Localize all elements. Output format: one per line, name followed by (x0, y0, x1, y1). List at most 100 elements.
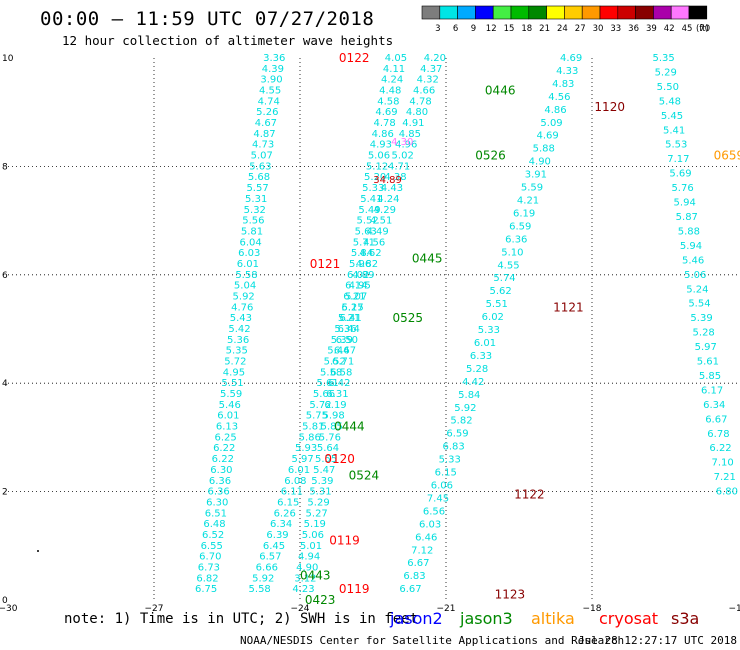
swh-value: 6.80 (716, 487, 738, 498)
swh-value: 5.50 (657, 82, 679, 93)
legend-bin-label: 33 (610, 24, 621, 34)
time-labels: 0122 0446 1120 0526 0659 0121 0445 1121 0525 0444… (300, 51, 740, 607)
legend-swatch (475, 5, 494, 20)
swh-value: 5.10 (501, 247, 523, 258)
swh-value: 6.83 (403, 571, 425, 582)
swh-value: 5.29 (307, 497, 329, 508)
swh-value: 4.38 (384, 172, 406, 183)
swh-value: 5.97 (695, 342, 717, 353)
swh-value: 5.85 (699, 371, 721, 382)
swh-value: 4.42 (462, 377, 484, 388)
swh-value: 6.70 (199, 552, 221, 563)
swh-value: 5.26 (256, 107, 278, 118)
swh-value: 5.58 (235, 270, 257, 281)
swh-value: 3.90 (260, 75, 282, 86)
swh-value: 5.47 (313, 465, 335, 476)
x-tick-label: −21 (437, 604, 456, 614)
legend-bin-label: 3 (435, 24, 440, 34)
swh-value: 5.84 (458, 390, 480, 401)
legend-swatch (457, 5, 476, 20)
swh-value: 6.34 (703, 400, 725, 411)
swh-value: 4.66 (413, 86, 435, 97)
swh-value: 5.28 (466, 364, 488, 375)
swh-value: 5.33 (439, 455, 461, 466)
swh-value-highlight: 4.30 (391, 137, 413, 148)
swh-value: 6.67 (399, 584, 421, 595)
swh-value: 6.83 (442, 442, 464, 453)
swh-value: 4.58 (377, 96, 399, 107)
swh-value: 5.58 (320, 367, 342, 378)
swh-value: 5.84 (351, 248, 373, 259)
swh-value: 5.72 (224, 357, 246, 368)
swh-value: 5.59 (521, 183, 543, 194)
swh-value: 5.35 (226, 346, 248, 357)
swh-value: 4.67 (255, 118, 277, 129)
swh-value: 4.86 (372, 129, 394, 140)
swh-value: 5.92 (454, 403, 476, 414)
swh-value: 4.96 (395, 140, 417, 151)
swh-value: 5.21 (338, 313, 360, 324)
swh-value-highlight: 34.89 (373, 175, 402, 186)
swh-value: 5.28 (693, 328, 715, 339)
swh-value: 4.69 (536, 131, 558, 142)
swh-value: 5.61 (697, 357, 719, 368)
mission-label-jason2: jason2 (390, 609, 443, 628)
swh-value: 4.90 (296, 562, 318, 573)
swh-value: 5.39 (311, 476, 333, 487)
swh-value: 5.27 (306, 508, 328, 519)
swh-value: 7.21 (714, 472, 736, 483)
swh-value: 6.55 (201, 541, 223, 552)
swh-value: 5.86 (299, 432, 321, 443)
mission-label-cryosat: cryosat (599, 609, 659, 628)
swh-value: 5.72 (309, 400, 331, 411)
swh-value: 5.87 (676, 212, 698, 223)
credit-text: NOAA/NESDIS Center for Satellite Applica… (240, 634, 625, 647)
y-tick-label: 2 (2, 488, 8, 498)
swh-value: 5.88 (678, 226, 700, 237)
swh-value: 4.76 (231, 302, 253, 313)
swh-value: 5.39 (690, 313, 712, 324)
swh-value: 5.49 (358, 205, 380, 216)
swh-value: 4.73 (252, 140, 274, 151)
swh-value: 6.71 (332, 357, 354, 368)
swh-value: 5.85 (321, 422, 343, 433)
swh-value: 5.63 (355, 226, 377, 237)
swh-value: 4.80 (406, 107, 428, 118)
swh-value: 4.49 (367, 226, 389, 237)
swh-value: 4.20 (424, 53, 446, 64)
swh-value: 4.51 (370, 216, 392, 227)
swh-value: 5.51 (221, 378, 243, 389)
swh-value: 5.31 (309, 487, 331, 498)
legend-bin-label: 42 (664, 24, 675, 34)
swh-value: 5.59 (220, 389, 242, 400)
pass-time-label: 0119 (329, 533, 360, 547)
legend-swatch (546, 5, 565, 20)
swh-value: 5.81 (241, 226, 263, 237)
swh-value: 5.62 (489, 286, 511, 297)
swh-value: 6.78 (707, 429, 729, 440)
swh-value: 4.95 (223, 367, 245, 378)
swh-value: 4.24 (377, 194, 399, 205)
swh-value: 6.45 (263, 541, 285, 552)
swh-value: 6.17 (701, 385, 723, 396)
legend-swatch (581, 5, 601, 20)
swh-value: 6.48 (203, 519, 225, 530)
swh-value: 5.02 (392, 151, 414, 162)
swh-value: 4.86 (544, 105, 566, 116)
swh-value: 6.59 (446, 429, 468, 440)
swh-value: 4.32 (417, 75, 439, 86)
swh-value: 6.06 (431, 481, 453, 492)
swh-value: 6.33 (470, 351, 492, 362)
swh-value: 4.89 (352, 270, 374, 281)
swh-value: 4.74 (258, 96, 280, 107)
swh-value: 6.15 (435, 468, 457, 479)
legend-bin-label: 21 (539, 24, 550, 34)
pass-time-label: 0121 (310, 257, 341, 271)
legend-bin-label: 9 (471, 24, 476, 34)
swh-value: 6.44 (338, 324, 360, 335)
swh-value: 6.50 (336, 335, 358, 346)
swh-value: 5.35 (652, 53, 674, 64)
swh-value: 6.41 (340, 313, 362, 324)
pass-time-label: 0524 (349, 468, 380, 482)
pass-time-label: 1120 (594, 100, 625, 114)
